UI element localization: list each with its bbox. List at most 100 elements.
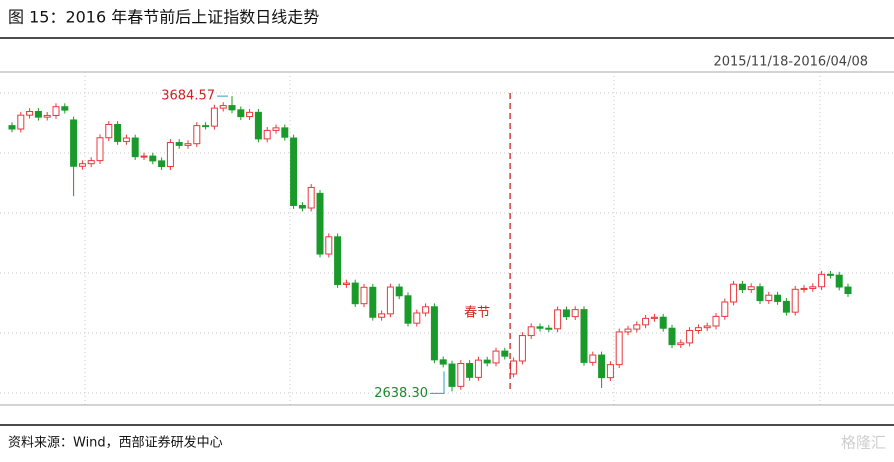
candle-body — [844, 286, 852, 295]
candle-body — [184, 143, 192, 146]
candle-body — [474, 359, 482, 378]
candle-body — [668, 327, 676, 346]
candle-body — [457, 363, 465, 387]
candle-body — [272, 127, 280, 131]
candle-body — [360, 286, 368, 305]
candle-body — [158, 160, 166, 168]
candle-body — [818, 273, 826, 288]
candle-body — [316, 192, 324, 255]
candle-body — [536, 326, 544, 329]
candle-body — [78, 163, 86, 167]
candle-body — [598, 354, 606, 379]
candle-body — [510, 360, 518, 375]
candle-body — [210, 107, 218, 127]
candle-body — [439, 359, 447, 365]
candle-body — [140, 155, 148, 158]
max-label: 3684.57 — [161, 89, 215, 104]
candle-body — [721, 301, 729, 317]
candle-body — [554, 309, 562, 330]
candle-body — [747, 286, 755, 291]
candle-body — [650, 316, 658, 319]
candle-body — [386, 286, 394, 315]
candle-body — [96, 137, 104, 162]
candle-body — [703, 325, 711, 329]
candle-body — [395, 286, 403, 297]
candle-body — [615, 331, 623, 366]
candle-body — [281, 127, 289, 138]
candle-body — [633, 324, 641, 330]
candle-body — [131, 137, 139, 158]
candle-body — [642, 317, 650, 326]
candle-body — [765, 294, 773, 302]
candle-body — [175, 142, 183, 146]
candle-body — [527, 326, 535, 337]
candle-body — [70, 119, 78, 167]
candle-body — [254, 111, 262, 140]
candle-body — [694, 327, 702, 331]
candle-body — [342, 282, 350, 285]
candle-body — [193, 125, 201, 145]
source: 资料来源：Wind，西部证券研发中心 — [8, 435, 223, 451]
candle-body — [263, 129, 271, 140]
candle-body — [545, 327, 553, 330]
candle-body — [52, 106, 60, 116]
candle-body — [43, 114, 51, 118]
candle-body — [562, 309, 570, 318]
candle-body — [430, 306, 438, 361]
candle-body — [369, 286, 377, 318]
candle-body — [114, 123, 122, 142]
candle-body — [351, 282, 359, 305]
chart-title: 图 15：2016 年春节前后上证指数日线走势 — [8, 8, 319, 27]
candle-body — [219, 105, 227, 109]
candle-body — [483, 359, 491, 364]
candle-body — [149, 155, 157, 162]
candle-body — [246, 111, 254, 118]
candle-body — [501, 350, 509, 357]
candle-body — [589, 354, 597, 363]
candle-body — [202, 125, 210, 128]
grid — [0, 72, 894, 405]
candle-body — [378, 313, 386, 318]
candle-body — [325, 236, 333, 255]
candle-body — [122, 137, 130, 142]
candle-body — [518, 335, 526, 362]
candle-body — [659, 316, 667, 329]
candle-body — [334, 236, 342, 285]
candle-body — [677, 342, 685, 346]
candle-body — [422, 306, 430, 314]
candle-body — [466, 363, 474, 378]
candle-body — [228, 105, 236, 111]
candle-body — [791, 288, 799, 313]
candle-body — [34, 111, 42, 118]
candle-body — [624, 328, 632, 333]
candle-body — [606, 364, 614, 379]
candle-body — [307, 186, 315, 209]
candle-body — [87, 160, 95, 165]
candle-body — [580, 309, 588, 363]
candle-body — [782, 300, 790, 313]
candle-body — [105, 123, 113, 139]
candle-body — [448, 363, 456, 387]
candle-body — [571, 309, 579, 318]
candle-body — [17, 114, 25, 130]
candle-body — [826, 273, 834, 276]
candle-body — [712, 315, 720, 327]
candle-body — [492, 350, 500, 364]
candle-body — [404, 295, 412, 324]
candle-body — [756, 286, 764, 302]
candle-body — [61, 106, 69, 111]
candle-body — [413, 312, 421, 324]
candle-body — [8, 125, 16, 130]
candle-body — [298, 204, 306, 209]
candle-body — [166, 142, 174, 168]
candle-body — [290, 137, 298, 206]
candle-body — [730, 283, 738, 303]
candle-body — [237, 109, 245, 118]
candle-body — [26, 111, 34, 116]
candle-body — [809, 286, 817, 289]
holiday-label: 春节 — [464, 306, 490, 321]
candle-body — [686, 329, 694, 344]
watermark: 格隆汇 — [841, 434, 886, 452]
candle-body — [835, 274, 843, 288]
